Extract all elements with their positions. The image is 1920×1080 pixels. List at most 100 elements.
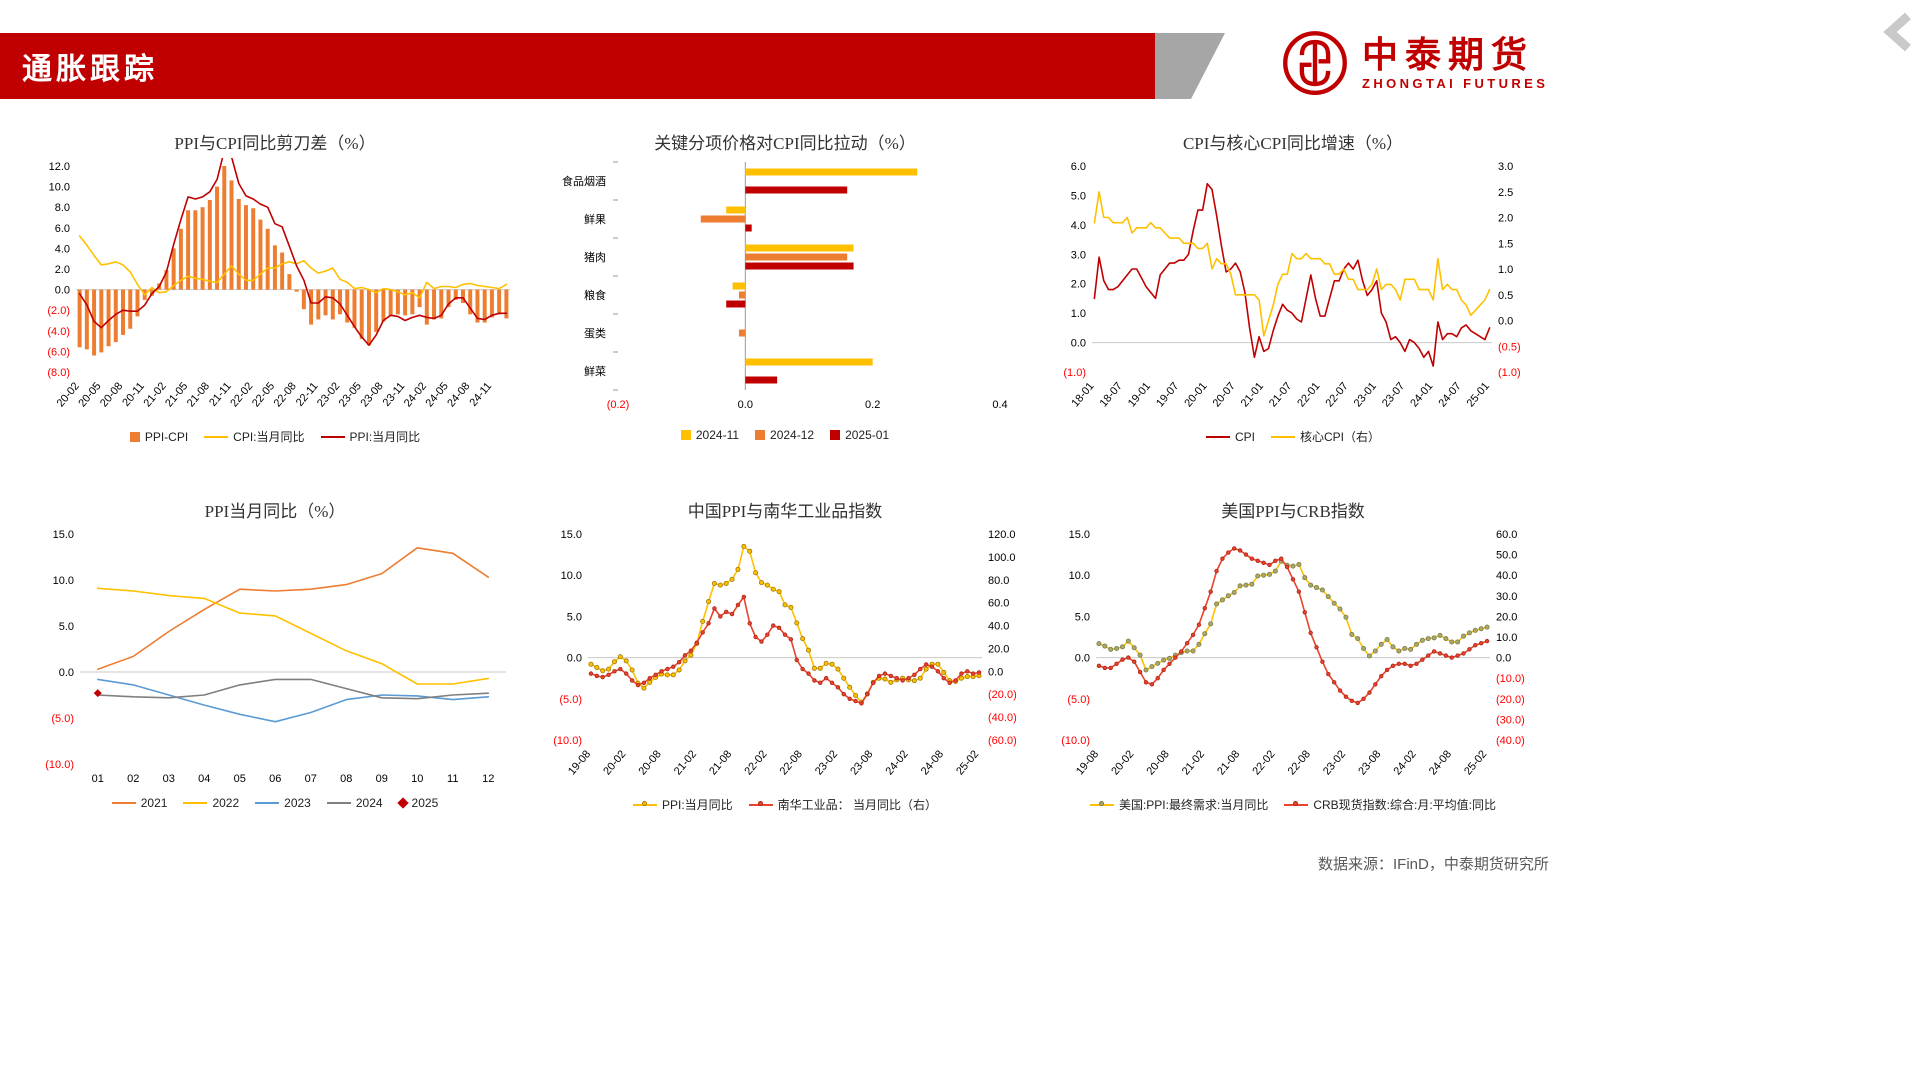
- svg-text:10.0: 10.0: [53, 575, 74, 587]
- svg-text:(5.0): (5.0): [559, 694, 582, 706]
- chart-canvas: 12.0 10.0 8.0 6.0 4.0 2.0 0.0 (2.0) (4.0) (6.0) (8…: [30, 149, 520, 430]
- legend-item: PPI-CPI: [129, 430, 188, 444]
- legend-item: CPI: [1205, 430, 1255, 444]
- svg-text:100.0: 100.0: [988, 552, 1016, 564]
- svg-text:粮食: 粮食: [584, 288, 606, 302]
- chart-us-ppi-crb: 美国PPI与CRB指数 15.0 10.0 5.0 0.0 (5.0) (10.0) 60.…: [1048, 498, 1538, 813]
- chart-title: PPI与CPI同比剪刀差（%）: [174, 134, 376, 153]
- chart-canvas: 15.0 10.0 5.0 0.0 (5.0) (10.0) 01 02 03 04 05 06 07 0…: [30, 526, 520, 798]
- svg-text:(0.5): (0.5): [1498, 341, 1521, 353]
- svg-text:(60.0): (60.0): [988, 735, 1017, 747]
- svg-text:2.0: 2.0: [1498, 213, 1513, 225]
- legend-item: 2024-11: [680, 428, 739, 442]
- svg-text:23-08: 23-08: [358, 380, 385, 409]
- svg-text:23-02: 23-02: [813, 748, 840, 777]
- chart-ppi-cpi-scissors: PPI与CPI同比剪刀差（%） 12.0 10.0 8.0 6.0 4.0 2.0 0.0 (…: [30, 130, 520, 445]
- legend-item: CRB现货指数:综合:月:平均值:同比: [1284, 796, 1496, 813]
- svg-text:09: 09: [376, 773, 388, 785]
- svg-text:18-07: 18-07: [1098, 380, 1125, 409]
- data-source-note: 数据来源：IFinD，中泰期货研究所: [1318, 856, 1549, 873]
- svg-text:20-02: 20-02: [1109, 748, 1136, 777]
- svg-text:23-01: 23-01: [1352, 380, 1379, 409]
- chart-legend: 2021 2022 2023 2024 2025: [30, 796, 520, 810]
- chart-legend: PPI:当月同比 南华工业品： 当月同比（右）: [540, 796, 1030, 813]
- svg-text:22-05: 22-05: [250, 380, 277, 409]
- svg-text:3.0: 3.0: [1498, 161, 1513, 173]
- header-bar: 通胀跟踪: [0, 33, 1155, 99]
- svg-text:(20.0): (20.0): [1496, 694, 1525, 706]
- svg-text:蛋类: 蛋类: [584, 326, 606, 340]
- svg-text:20.0: 20.0: [988, 643, 1009, 655]
- svg-text:10.0: 10.0: [49, 182, 70, 194]
- svg-text:(10.0): (10.0): [1061, 735, 1090, 747]
- svg-text:24-11: 24-11: [467, 380, 494, 409]
- back-chevron-icon[interactable]: [1882, 12, 1916, 52]
- chart-legend: PPI-CPI CPI:当月同比 PPI:当月同比: [30, 428, 520, 445]
- legend-item: 2024-12: [755, 428, 814, 442]
- legend-item: 2024: [326, 796, 383, 810]
- svg-text:10.0: 10.0: [1069, 570, 1090, 582]
- svg-text:(1.0): (1.0): [1498, 367, 1521, 379]
- legend-item: CPI:当月同比: [204, 428, 305, 445]
- chart-china-ppi-nanhua: 中国PPI与南华工业品指数 15.0 10.0 5.0 0.0 (5.0) (10.0) 1…: [540, 498, 1030, 813]
- svg-text:0.5: 0.5: [1498, 290, 1513, 302]
- legend-item: 南华工业品： 当月同比（右）: [748, 796, 937, 813]
- svg-text:24-07: 24-07: [1436, 380, 1463, 409]
- svg-text:24-05: 24-05: [424, 380, 451, 409]
- svg-text:4.0: 4.0: [55, 243, 70, 255]
- svg-text:21-05: 21-05: [163, 380, 190, 409]
- svg-text:120.0: 120.0: [988, 529, 1016, 541]
- svg-text:24-08: 24-08: [919, 748, 946, 777]
- svg-text:鲜果: 鲜果: [584, 212, 606, 226]
- svg-text:18-01: 18-01: [1069, 380, 1096, 409]
- svg-text:(6.0): (6.0): [47, 346, 70, 358]
- svg-text:19-07: 19-07: [1154, 380, 1181, 409]
- svg-text:10: 10: [411, 773, 423, 785]
- svg-text:25-02: 25-02: [1462, 748, 1489, 777]
- svg-text:5.0: 5.0: [567, 611, 582, 623]
- svg-text:0.4: 0.4: [992, 399, 1007, 411]
- svg-text:0.0: 0.0: [55, 285, 70, 297]
- svg-text:80.0: 80.0: [988, 575, 1009, 587]
- legend-item: 2021: [111, 796, 167, 810]
- svg-text:22-02: 22-02: [228, 380, 255, 409]
- svg-text:4.0: 4.0: [1071, 220, 1086, 232]
- svg-text:5.0: 5.0: [59, 621, 74, 633]
- chart-cpi-core-cpi: CPI与核心CPI同比增速（%） 6.0 5.0 4.0 3.0 2.0 1.0 0.0 (1…: [1048, 130, 1538, 445]
- svg-text:07: 07: [305, 773, 317, 785]
- svg-text:21-11: 21-11: [207, 380, 234, 409]
- svg-text:22-07: 22-07: [1323, 380, 1350, 409]
- chart-title: 关键分项价格对CPI同比拉动（%）: [654, 134, 916, 153]
- svg-text:20-08: 20-08: [1145, 748, 1172, 777]
- svg-text:0.2: 0.2: [865, 399, 880, 411]
- brand-block: 中泰期货 ZHONGTAI FUTURES: [1280, 28, 1548, 98]
- legend-item: 2025: [396, 796, 438, 810]
- svg-text:60.0: 60.0: [988, 598, 1009, 610]
- svg-text:04: 04: [198, 773, 210, 785]
- svg-text:10.0: 10.0: [1496, 632, 1517, 644]
- chart-title: CPI与核心CPI同比增速（%）: [1182, 134, 1404, 153]
- legend-item: 美国:PPI:最终需求:当月同比: [1089, 796, 1268, 813]
- svg-text:25-01: 25-01: [1465, 380, 1492, 409]
- svg-text:(2.0): (2.0): [47, 305, 70, 317]
- svg-text:23-02: 23-02: [315, 380, 342, 409]
- svg-text:20-02: 20-02: [601, 748, 628, 777]
- svg-text:23-11: 23-11: [381, 380, 408, 409]
- svg-text:22-01: 22-01: [1295, 380, 1322, 409]
- svg-text:12.0: 12.0: [49, 161, 70, 173]
- svg-text:23-05: 23-05: [337, 380, 364, 409]
- svg-text:0.0: 0.0: [1075, 653, 1090, 665]
- brand-name: 中泰期货: [1362, 34, 1535, 75]
- svg-text:23-08: 23-08: [1356, 748, 1383, 777]
- legend-item: 2023: [255, 796, 311, 810]
- chart-canvas: 食品烟酒 鲜果 猪肉 粮食 蛋类 鲜菜 (0.2) 0.0 0.2 0.4: [540, 158, 1030, 430]
- svg-text:20.0: 20.0: [1496, 611, 1517, 623]
- legend-item: PPI:当月同比: [320, 428, 420, 445]
- svg-text:22-02: 22-02: [1250, 748, 1277, 777]
- chart-legend: 2024-11 2024-12 2025-01: [540, 428, 1030, 442]
- svg-text:22-11: 22-11: [294, 380, 321, 409]
- chart-canvas: 15.0 10.0 5.0 0.0 (5.0) (10.0) 120.0 100.0 80.0 6…: [540, 526, 1030, 798]
- svg-text:20-07: 20-07: [1211, 380, 1238, 409]
- chart-title: 美国PPI与CRB指数: [1221, 502, 1365, 521]
- svg-text:2.5: 2.5: [1498, 187, 1513, 199]
